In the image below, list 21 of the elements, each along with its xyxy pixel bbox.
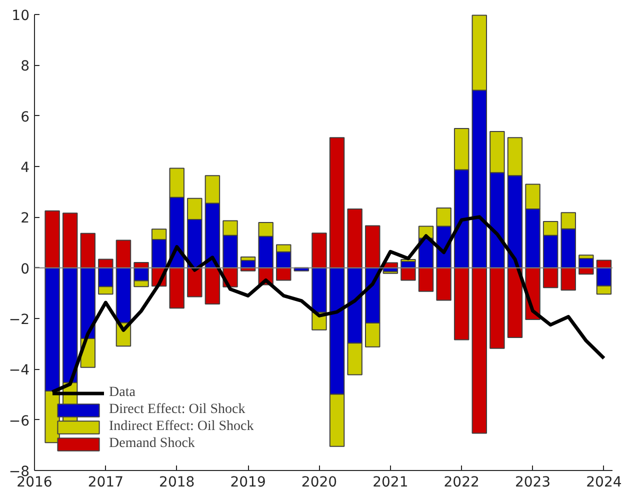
legend-label: Direct Effect: Oil Shock (109, 402, 246, 418)
y-tick-label: 0 (20, 261, 30, 278)
x-tick-label: 2023 (514, 474, 551, 490)
y-tick-label: 4 (20, 160, 30, 176)
x-tick-label: 2017 (88, 474, 124, 490)
legend-label: Data (109, 385, 136, 401)
legend-label: Demand Shock (109, 436, 195, 452)
y-tick-label: 8 (20, 58, 30, 75)
x-tick-label: 2021 (372, 474, 408, 490)
x-tick-label: 2018 (159, 474, 195, 490)
legend-label: Indirect Effect: Oil Shock (109, 419, 254, 435)
y-tick-label: 2 (20, 210, 30, 227)
x-tick-label: 2019 (230, 474, 266, 490)
y-tick-label: −6 (8, 413, 30, 430)
y-tick-label: 10 (12, 8, 30, 24)
y-tick-label: −2 (8, 312, 30, 328)
y-tick-label: −4 (8, 362, 30, 379)
y-tick-label: 6 (20, 109, 30, 126)
x-tick-label: 2020 (301, 474, 338, 490)
x-tick-label: 2022 (444, 474, 480, 490)
x-tick-label: 2024 (586, 474, 622, 490)
